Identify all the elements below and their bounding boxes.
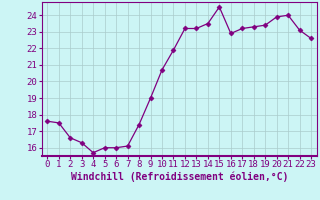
X-axis label: Windchill (Refroidissement éolien,°C): Windchill (Refroidissement éolien,°C) [70, 172, 288, 182]
